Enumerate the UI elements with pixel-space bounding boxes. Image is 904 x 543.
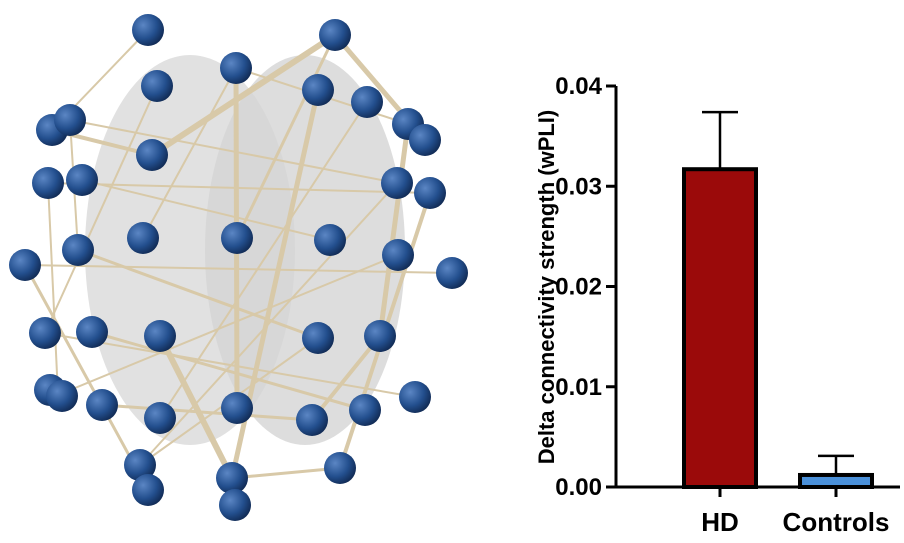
bar [684, 169, 756, 487]
figure: Delta connectivity strength (wPLI) 0.000… [0, 0, 904, 538]
y-tick-label: 0.02 [555, 274, 602, 301]
x-tick-label: Controls [783, 507, 890, 537]
y-tick-label: 0.04 [555, 73, 602, 100]
x-tick-label: HD [701, 507, 739, 537]
y-tick-label: 0.00 [555, 474, 602, 501]
y-tick-label: 0.01 [555, 374, 602, 401]
brain-network [9, 14, 468, 521]
bar [800, 475, 872, 487]
y-tick-label: 0.03 [555, 173, 602, 200]
